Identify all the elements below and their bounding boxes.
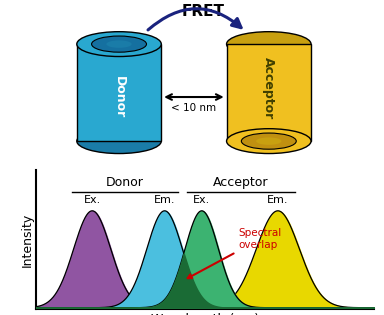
Y-axis label: Intensity: Intensity: [21, 212, 34, 266]
Text: Donor: Donor: [106, 176, 144, 190]
Bar: [227, 44, 311, 141]
Bar: [77, 44, 161, 141]
Ellipse shape: [256, 137, 281, 145]
Ellipse shape: [227, 129, 311, 153]
Text: Acceptor: Acceptor: [213, 176, 268, 190]
Text: Acceptor: Acceptor: [262, 57, 275, 119]
Text: Em.: Em.: [154, 195, 175, 205]
Text: FRET: FRET: [182, 3, 225, 19]
Text: Ex.: Ex.: [193, 195, 210, 205]
Text: < 10 nm: < 10 nm: [171, 103, 217, 112]
Ellipse shape: [242, 133, 296, 149]
Text: Em.: Em.: [267, 195, 289, 205]
Ellipse shape: [77, 32, 161, 56]
Text: Spectral
overlap: Spectral overlap: [188, 228, 282, 278]
Ellipse shape: [227, 32, 311, 56]
Text: Donor: Donor: [113, 76, 126, 118]
X-axis label: Wavelength (nm): Wavelength (nm): [151, 313, 260, 315]
Ellipse shape: [77, 129, 161, 153]
Ellipse shape: [106, 40, 132, 48]
Text: Ex.: Ex.: [84, 195, 101, 205]
FancyArrowPatch shape: [148, 9, 241, 30]
Ellipse shape: [92, 36, 147, 52]
